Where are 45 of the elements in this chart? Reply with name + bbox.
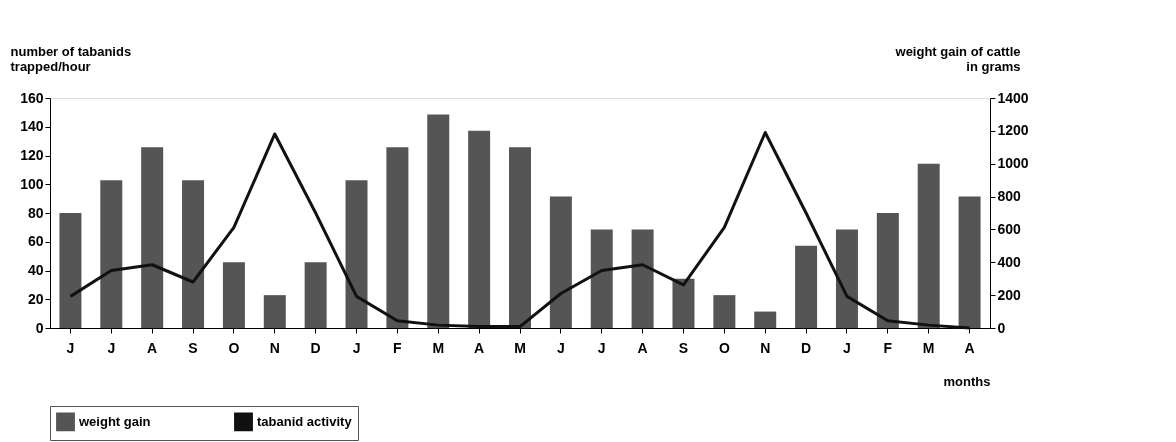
x-tick-label: M xyxy=(922,339,935,356)
x-tick-label: J xyxy=(843,339,851,356)
y2-tick-label: 0 xyxy=(997,319,1006,336)
legend-label: weight gain xyxy=(78,413,151,429)
y-tick-label: 40 xyxy=(27,262,44,278)
y-tick-label: 20 xyxy=(27,290,44,307)
x-tick-label: N xyxy=(760,339,771,356)
x-tick-label: S xyxy=(188,339,198,356)
y2-tick-label: 1000 xyxy=(997,155,1029,172)
x-tick-label: M xyxy=(514,339,526,356)
y-tick-label: 60 xyxy=(27,233,44,250)
x-tick-label: A xyxy=(474,339,485,356)
y-tick-label: 120 xyxy=(20,147,44,163)
y2-tick-label: 200 xyxy=(997,286,1022,303)
x-tick-label: O xyxy=(228,339,240,356)
x-tick-label: J xyxy=(107,339,116,356)
x-tick-label: D xyxy=(310,339,321,356)
y-tick-label: 0 xyxy=(35,319,44,336)
x-tick-label: D xyxy=(801,339,812,356)
y-tick-label: 100 xyxy=(20,175,44,192)
x-axis-title: months xyxy=(943,373,991,389)
x-tick-label: F xyxy=(883,339,893,356)
x-tick-label: M xyxy=(432,339,445,356)
y-tick-label: 160 xyxy=(20,89,44,106)
y-axis-title: number of tabanids trapped/hour xyxy=(10,43,132,74)
y2-tick-label: 600 xyxy=(997,220,1022,237)
x-tick-label: A xyxy=(964,339,975,356)
x-tick-label: J xyxy=(66,339,75,356)
y2-tick-label: 800 xyxy=(997,188,1022,205)
x-tick-label: O xyxy=(718,339,730,356)
y2-axis-title: weight gain of cattle in grams xyxy=(894,43,1021,74)
y2-tick-label: 400 xyxy=(997,253,1022,270)
x-tick-label: A xyxy=(147,339,158,356)
x-tick-label: N xyxy=(269,339,280,356)
x-tick-label: F xyxy=(393,339,403,356)
x-tick-label: J xyxy=(597,339,606,356)
legend-label: tabanid activity xyxy=(257,413,353,429)
x-tick-label: S xyxy=(678,339,689,356)
y2-tick-label: 1200 xyxy=(997,122,1029,139)
x-tick-label: J xyxy=(352,339,361,356)
x-tick-label: A xyxy=(637,339,648,356)
y-tick-label: 80 xyxy=(27,204,44,221)
x-tick-label: J xyxy=(556,339,565,356)
y-tick-label: 140 xyxy=(20,118,44,135)
y2-tick-label: 1400 xyxy=(997,89,1029,106)
